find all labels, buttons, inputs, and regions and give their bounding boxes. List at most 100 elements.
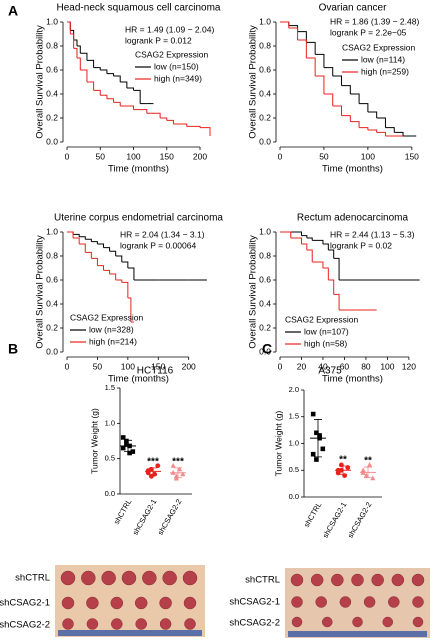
x-tick-label: 100	[380, 361, 394, 371]
y-axis-label: Tumor Weight (g)	[89, 408, 99, 474]
y-tick-label: 0.5	[105, 454, 115, 463]
x-tick-label: 150	[160, 151, 174, 161]
y-axis-label: Overall Survival Probability	[35, 25, 46, 139]
x-tick-label: 0	[278, 361, 283, 371]
tumor	[331, 573, 344, 587]
tumor	[134, 596, 148, 610]
y-tick-label: 0.0	[46, 346, 58, 356]
survival-step	[290, 231, 302, 236]
data-point	[370, 475, 376, 481]
y-tick-label: 0.0	[259, 136, 271, 146]
legend-label: high (n=349)	[154, 73, 202, 83]
annotation: logrank P = 0.012	[125, 35, 192, 45]
survival-step	[121, 261, 129, 268]
tumor	[110, 596, 124, 610]
y-tick-label: 0.0	[105, 489, 115, 498]
y-tick-label: 0.8	[259, 40, 271, 50]
survival-step	[288, 25, 299, 32]
y-tick-label: 1.0	[46, 226, 58, 236]
y-tick-label: 1.5	[105, 383, 115, 392]
y-tick-label: 1.0	[46, 16, 58, 26]
survival-step	[306, 57, 316, 76]
survival-step	[341, 115, 351, 122]
panel-label: A	[8, 3, 18, 19]
survival-step	[146, 112, 161, 118]
survival-step	[86, 81, 95, 91]
chart-title: A375	[318, 366, 342, 377]
photo-label: shCTRL	[15, 573, 50, 584]
survival-step	[301, 243, 308, 250]
tumor	[310, 573, 324, 587]
x-axis-label: Time (months)	[322, 374, 383, 385]
x-tick-label: 0	[65, 361, 70, 371]
legend-label: low (n=150)	[154, 61, 199, 71]
x-tick-label: 200	[182, 361, 196, 371]
data-point	[310, 411, 316, 417]
tumor	[412, 596, 424, 608]
survival-step	[173, 123, 188, 127]
data-point	[120, 445, 126, 451]
x-axis-label: Time (months)	[108, 164, 169, 175]
tumor	[60, 570, 76, 586]
survival-step	[323, 67, 334, 76]
survival-step	[70, 33, 75, 49]
survival-step	[332, 105, 343, 116]
survival-step	[79, 236, 86, 240]
tumor	[62, 618, 74, 630]
x-axis-label: Time (months)	[322, 164, 383, 175]
survival-step	[306, 41, 316, 55]
annotation: logrank P = 0.00064	[120, 240, 196, 250]
y-tick-label: 1.0	[289, 438, 299, 447]
survival-step	[288, 27, 299, 40]
survival-step	[106, 98, 115, 103]
survival-step	[91, 257, 98, 266]
survival-step	[133, 89, 141, 104]
x-tick-label: 150	[151, 361, 165, 371]
tumor	[182, 570, 198, 586]
survival-step	[312, 239, 324, 244]
data-point	[360, 467, 366, 473]
tumor	[183, 596, 197, 610]
survival-step	[73, 47, 78, 58]
survival-step	[297, 39, 307, 58]
data-point	[314, 457, 319, 462]
error-bar	[364, 466, 372, 479]
y-tick-label: 0.0	[46, 136, 58, 146]
error-bar	[149, 467, 157, 476]
data-point	[155, 463, 161, 469]
survival-step	[85, 251, 92, 259]
x-tick-label: shCSAG2-1	[321, 500, 349, 539]
y-tick-label: 1.0	[259, 16, 271, 26]
legend-label: high (n=58)	[304, 338, 347, 348]
x-tick-label: 50	[319, 151, 329, 161]
error-bar	[339, 465, 347, 475]
survival-step	[113, 75, 121, 82]
photo-label: shCTRL	[245, 575, 280, 586]
survival-step	[113, 101, 121, 106]
y-tick-label: 0.8	[46, 250, 58, 260]
y-axis-label: Overall Survival Probability	[248, 235, 259, 349]
significance: **	[339, 455, 347, 466]
photo-label: shCSAG2-2	[229, 618, 280, 629]
tumor	[101, 570, 116, 586]
y-tick-label: 0.8	[46, 40, 58, 50]
x-tick-label: 100	[361, 151, 375, 161]
survival-step	[376, 117, 386, 128]
survival-step	[306, 237, 313, 241]
survival-step	[367, 111, 378, 118]
data-point	[145, 468, 151, 474]
survival-step	[376, 131, 386, 136]
tumor	[352, 616, 363, 628]
data-point	[314, 430, 319, 436]
annotation: HR = 1.86 (1.39 − 2.48)	[330, 16, 419, 26]
significance: ***	[172, 456, 184, 467]
legend-title: CSAG2 Expression	[70, 312, 143, 322]
error-bar	[314, 419, 322, 458]
survival-step	[85, 238, 92, 242]
y-tick-label: 0.2	[46, 112, 58, 122]
survival-step	[312, 261, 324, 268]
significance: **	[364, 456, 372, 467]
legend-title: CSAG2 Expression	[342, 42, 415, 52]
data-point	[127, 450, 132, 456]
